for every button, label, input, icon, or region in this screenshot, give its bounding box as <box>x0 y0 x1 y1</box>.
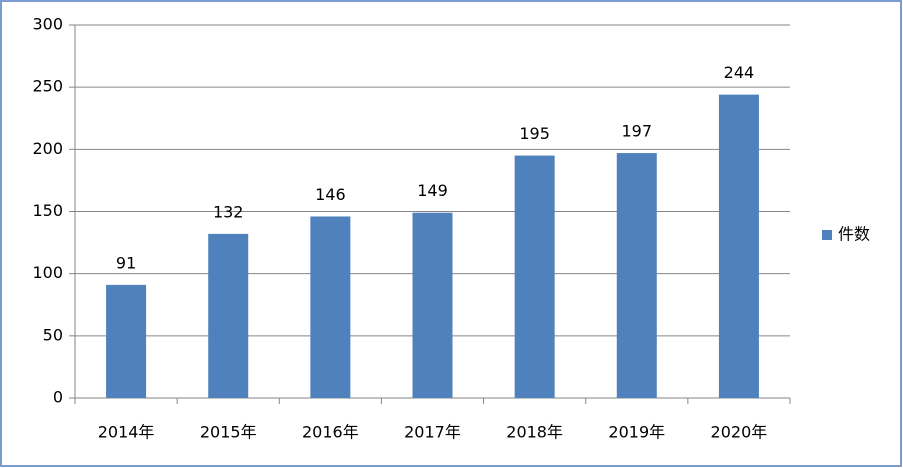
data-label: 91 <box>116 253 136 272</box>
x-tick-label: 2014年 <box>98 423 155 442</box>
y-tick-label: 0 <box>53 388 63 407</box>
bar <box>718 94 759 399</box>
data-label: 146 <box>315 185 346 204</box>
bar <box>412 212 453 398</box>
legend-swatch <box>822 230 832 240</box>
y-tick-label: 200 <box>32 139 63 158</box>
data-label: 132 <box>213 202 244 221</box>
legend-label: 件数 <box>838 225 870 244</box>
bar <box>106 284 147 398</box>
data-label: 197 <box>622 122 653 141</box>
y-tick-label: 100 <box>32 263 63 282</box>
data-label: 195 <box>519 124 550 143</box>
y-tick-label: 300 <box>32 15 63 34</box>
x-tick-label: 2015年 <box>200 423 257 442</box>
x-tick-label: 2020年 <box>711 423 768 442</box>
bar <box>514 155 555 398</box>
data-label: 244 <box>724 63 755 82</box>
bar <box>310 216 351 398</box>
x-tick-label: 2018年 <box>506 423 563 442</box>
y-tick-label: 250 <box>32 77 63 96</box>
bar <box>616 153 657 398</box>
x-tick-label: 2019年 <box>608 423 665 442</box>
y-tick-label: 50 <box>43 325 63 344</box>
x-tick-label: 2017年 <box>404 423 461 442</box>
x-tick-label: 2016年 <box>302 423 359 442</box>
bar <box>208 233 249 398</box>
data-label: 149 <box>417 181 448 200</box>
y-tick-label: 150 <box>32 201 63 220</box>
